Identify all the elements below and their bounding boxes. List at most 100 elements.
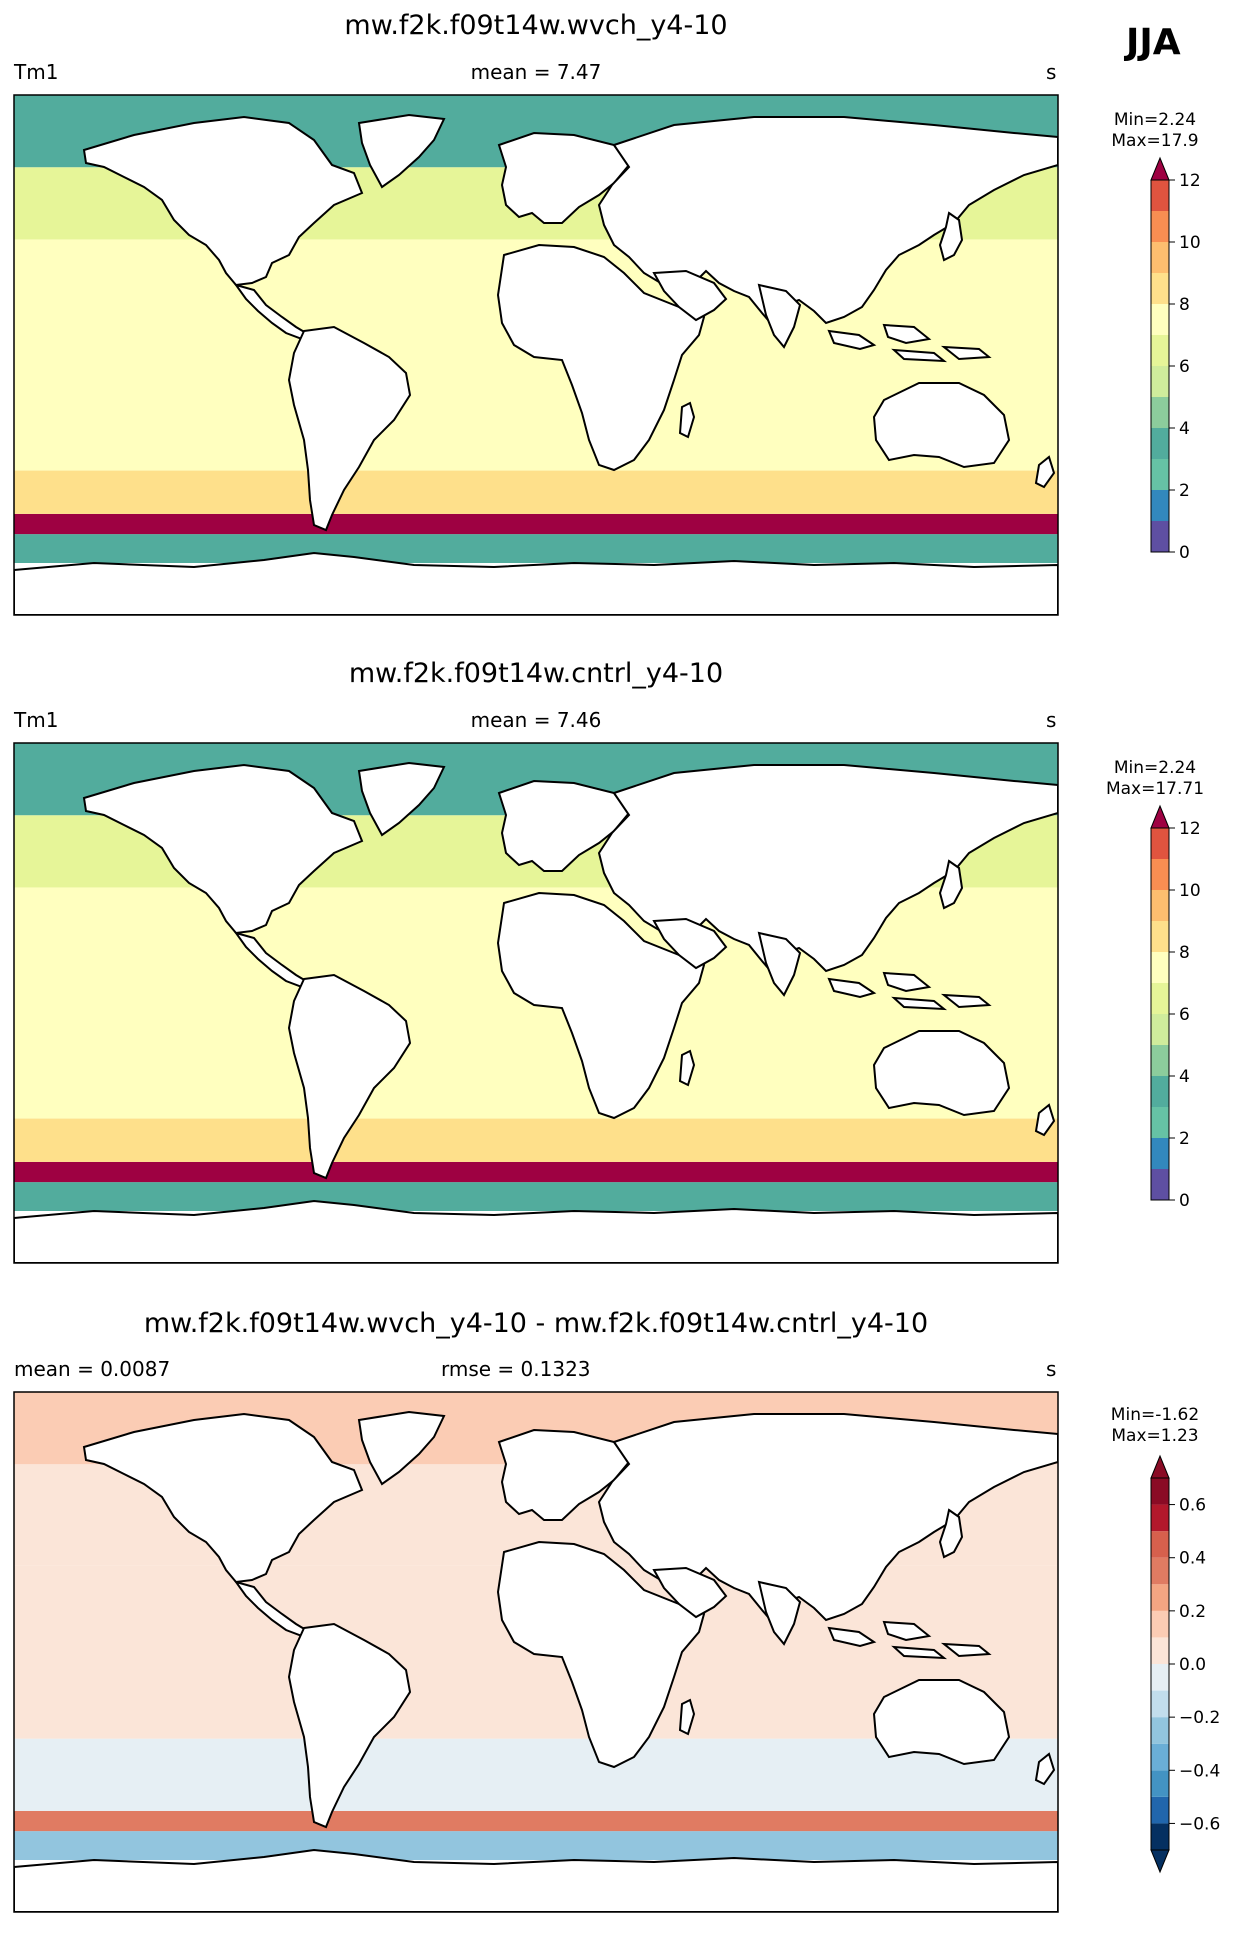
colorbar-tick-label: 6: [1179, 1005, 1190, 1025]
colorbar-tick-label: 0.2: [1179, 1602, 1206, 1622]
colorbar-segment: [1151, 428, 1169, 459]
panel-2-map: [13, 742, 1059, 1264]
colorbar-segment: [1151, 1823, 1169, 1850]
colorbar-tick-label: 0: [1179, 543, 1190, 563]
colorbar-tick-label: 0.4: [1179, 1549, 1206, 1569]
colorbar-segment: [1151, 180, 1169, 211]
panel-1-colorbar: 0 2 4 6 8 10 12: [1150, 156, 1201, 563]
colorbar-segment: [1151, 1610, 1169, 1638]
panel-1-variable-label: Tm1: [14, 60, 59, 84]
colorbar-segment: [1151, 1770, 1169, 1797]
colorbar-tick-label: 12: [1179, 819, 1201, 839]
panel-2-max-text: Max=17.71: [1105, 779, 1205, 799]
colorbar-segment: [1151, 1796, 1169, 1824]
colorbar-segment: [1151, 1557, 1169, 1585]
lat-band-1: [14, 1182, 1058, 1211]
colorbar-segment: [1151, 1478, 1169, 1505]
colorbar-segment: [1151, 1076, 1169, 1107]
lat-band-3: [14, 470, 1058, 514]
panel-1-max-text: Max=17.9: [1111, 131, 1199, 151]
panel-3-title: mw.f2k.f09t14w.wvch_y4-10 - mw.f2k.f09t1…: [143, 1308, 929, 1339]
colorbar-segment: [1151, 983, 1169, 1014]
lat-band-1: [14, 1831, 1058, 1860]
colorbar-segment: [1151, 366, 1169, 397]
lat-band-3: [14, 1118, 1058, 1162]
colorbar-segment: [1151, 828, 1169, 859]
colorbar-segment: [1151, 335, 1169, 366]
colorbar-tick-label: 10: [1179, 233, 1201, 253]
colorbar-segment: [1151, 304, 1169, 335]
colorbar-segment: [1151, 211, 1169, 242]
map-frame: [13, 94, 1059, 616]
panel-2-minmax: Min=2.24 Max=17.71: [1090, 758, 1220, 800]
panel-3-mean-label: mean = 0.0087: [14, 1357, 171, 1381]
colorbar-extend-max: [1150, 156, 1170, 181]
map-frame: [13, 742, 1059, 1264]
colorbar-segment: [1151, 1107, 1169, 1138]
colorbar-segment: [1151, 397, 1169, 428]
panel-2-mean-label: mean = 7.46: [470, 708, 602, 732]
panel-3-rmse-label: rmse = 0.1323: [441, 1357, 591, 1381]
panel-1-units-label: s: [1046, 60, 1057, 84]
panel-2-variable-label: Tm1: [14, 708, 59, 732]
colorbar-tick-label: 10: [1179, 881, 1201, 901]
colorbar-tick-label: −0.2: [1179, 1708, 1220, 1728]
colorbar-segment: [1151, 1138, 1169, 1169]
season-label: JJA: [1126, 22, 1181, 63]
colorbar-segment: [1151, 1504, 1169, 1532]
colorbar-segment: [1151, 1584, 1169, 1611]
panel-1-mean-label: mean = 7.47: [470, 60, 602, 84]
colorbar-tick-label: 4: [1179, 419, 1190, 439]
lat-band-2: [14, 513, 1058, 535]
panel-3-min-text: Min=-1.62: [1110, 1405, 1200, 1425]
panel-2-title: mw.f2k.f09t14w.cntrl_y4-10: [348, 658, 724, 689]
panel-3-max-text: Max=1.23: [1111, 1426, 1199, 1446]
colorbar-segment: [1151, 1664, 1169, 1691]
panel-2-min-text: Min=2.24: [1113, 758, 1197, 778]
colorbar-segment: [1151, 1045, 1169, 1076]
colorbar-segment: [1151, 859, 1169, 890]
colorbar-segment: [1151, 1169, 1169, 1200]
colorbar-segment: [1151, 1690, 1169, 1718]
colorbar-tick-label: 8: [1179, 295, 1190, 315]
colorbar-segment: [1151, 459, 1169, 490]
colorbar-segment: [1151, 952, 1169, 983]
panel-2-units-label: s: [1046, 708, 1057, 732]
colorbar-tick-label: 4: [1179, 1067, 1190, 1087]
colorbar-segment: [1151, 1531, 1169, 1558]
colorbar-segment: [1151, 490, 1169, 521]
lat-band-2: [14, 1810, 1058, 1832]
colorbar-extend-max: [1150, 804, 1170, 829]
colorbar-tick-label: 2: [1179, 481, 1190, 501]
colorbar-segment: [1151, 521, 1169, 552]
colorbar-tick-label: 12: [1179, 171, 1201, 191]
colorbar-segment: [1151, 1717, 1169, 1744]
colorbar-tick-label: 0.6: [1179, 1496, 1206, 1516]
panel-1-min-text: Min=2.24: [1113, 110, 1197, 130]
panel-3-map: [13, 1391, 1059, 1913]
colorbar-extend-min: [1150, 1849, 1170, 1874]
map-frame: [13, 1391, 1059, 1913]
colorbar-tick-label: −0.4: [1179, 1761, 1220, 1781]
colorbar-extend-max: [1150, 1454, 1170, 1479]
colorbar-tick-label: 0.0: [1179, 1655, 1206, 1675]
panel-3-units-label: s: [1046, 1357, 1057, 1381]
colorbar-segment: [1151, 1743, 1169, 1771]
colorbar-segment: [1151, 1637, 1169, 1664]
lat-band-1: [14, 534, 1058, 563]
panel-1-map: [13, 94, 1059, 616]
colorbar-segment: [1151, 921, 1169, 952]
panel-1-minmax: Min=2.24 Max=17.9: [1090, 110, 1220, 152]
panel-3-minmax: Min=-1.62 Max=1.23: [1090, 1405, 1220, 1447]
colorbar-segment: [1151, 273, 1169, 304]
colorbar-tick-label: 6: [1179, 357, 1190, 377]
colorbar-tick-label: −0.6: [1179, 1814, 1220, 1834]
colorbar-tick-label: 2: [1179, 1129, 1190, 1149]
panel-1-title: mw.f2k.f09t14w.wvch_y4-10: [344, 10, 728, 41]
panel-2-colorbar: 0 2 4 6 8 10 12: [1150, 804, 1201, 1211]
colorbar-segment: [1151, 242, 1169, 273]
colorbar-segment: [1151, 890, 1169, 921]
colorbar-tick-label: 8: [1179, 943, 1190, 963]
lat-band-2: [14, 1161, 1058, 1183]
